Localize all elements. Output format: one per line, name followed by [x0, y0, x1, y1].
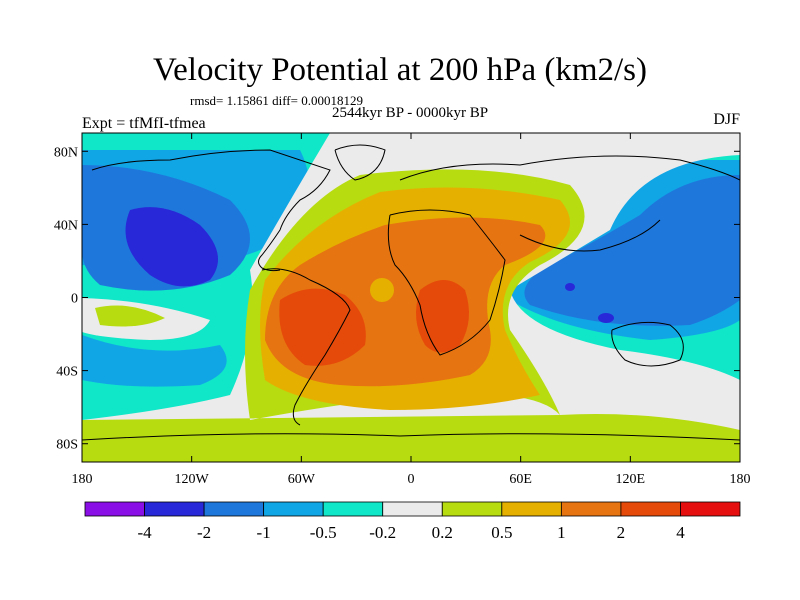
- colorbar-swatch: [560, 501, 622, 517]
- x-tick-label: 0: [408, 472, 415, 487]
- colorbar-label: 4: [676, 523, 685, 542]
- neg-darkblue-maritime: [598, 313, 614, 323]
- colorbar-swatch: [501, 501, 562, 517]
- y-tick-label: 0: [71, 292, 78, 307]
- colorbar-swatch: [263, 501, 324, 517]
- colorbar-label: -1: [257, 523, 271, 542]
- colorbar-swatch: [84, 501, 145, 517]
- colorbar-swatch: [322, 501, 384, 517]
- y-tick-label: 40N: [54, 218, 78, 233]
- colorbar-label: -4: [137, 523, 152, 542]
- colorbar-swatch: [203, 501, 265, 517]
- chart-subtitle: 2544kyr BP - 0000kyr BP: [331, 105, 489, 121]
- x-tick-label: 60W: [288, 472, 316, 487]
- colorbar-label: -0.5: [310, 523, 337, 542]
- y-axis-ticks: 80N 40N 0 40S 80S: [54, 145, 740, 453]
- pos-min-island: [370, 278, 394, 302]
- coast-australia: [611, 321, 684, 367]
- colorbar-swatch: [680, 501, 741, 517]
- neg-darkblue-pacific: [125, 207, 218, 287]
- coast-antarctica: [82, 433, 740, 441]
- x-tick-label: 180: [730, 472, 751, 487]
- x-axis-ticks: 180 120W 60W 0 60E 120E 180: [72, 133, 751, 487]
- x-tick-label: 180: [72, 472, 93, 487]
- neg-lightblue-southpac: [82, 335, 227, 387]
- map-fill-layer: [82, 133, 740, 462]
- colorbar-label: -0.2: [369, 523, 396, 542]
- colorbar-label: 0.2: [432, 523, 453, 542]
- pos-max-samerica: [279, 288, 366, 366]
- colorbar-label: 1: [557, 523, 566, 542]
- colorbar-label: 0.5: [491, 523, 512, 542]
- x-tick-label: 60E: [509, 472, 532, 487]
- colorbar: -4 -2 -1 -0.5 -0.2 0.2 0.5 1 2 4: [84, 501, 741, 542]
- colorbar-label: 2: [617, 523, 626, 542]
- neg-blue-indopacific: [524, 175, 740, 326]
- experiment-label: Expt = tfMfI-tfmea: [82, 115, 206, 132]
- coast-africa: [387, 209, 506, 356]
- colorbar-swatch: [441, 501, 503, 517]
- y-tick-label: 80N: [54, 145, 78, 160]
- colorbar-swatch: [382, 501, 443, 517]
- pos-yellowgreen-pac: [95, 305, 165, 327]
- y-tick-label: 40S: [56, 365, 78, 380]
- neg-darkblue-maritime-2: [565, 283, 575, 291]
- x-tick-label: 120E: [616, 472, 646, 487]
- colorbar-label: -2: [197, 523, 211, 542]
- coast-north-america: [91, 149, 331, 272]
- coast-eurasia: [399, 155, 740, 252]
- stats-text: rmsd= 1.15861 diff= 0.00018129: [190, 93, 363, 108]
- coastline-layer: [82, 144, 740, 441]
- chart-title: Velocity Potential at 200 hPa (km2/s): [152, 52, 648, 88]
- coast-greenland: [334, 144, 386, 181]
- season-label: DJF: [713, 111, 740, 128]
- colorbar-swatch: [620, 501, 681, 517]
- y-tick-label: 80S: [56, 438, 78, 453]
- x-tick-label: 120W: [175, 472, 210, 487]
- coast-south-america: [261, 268, 351, 426]
- colorbar-swatch: [144, 501, 205, 517]
- pos-max-africa: [416, 280, 469, 353]
